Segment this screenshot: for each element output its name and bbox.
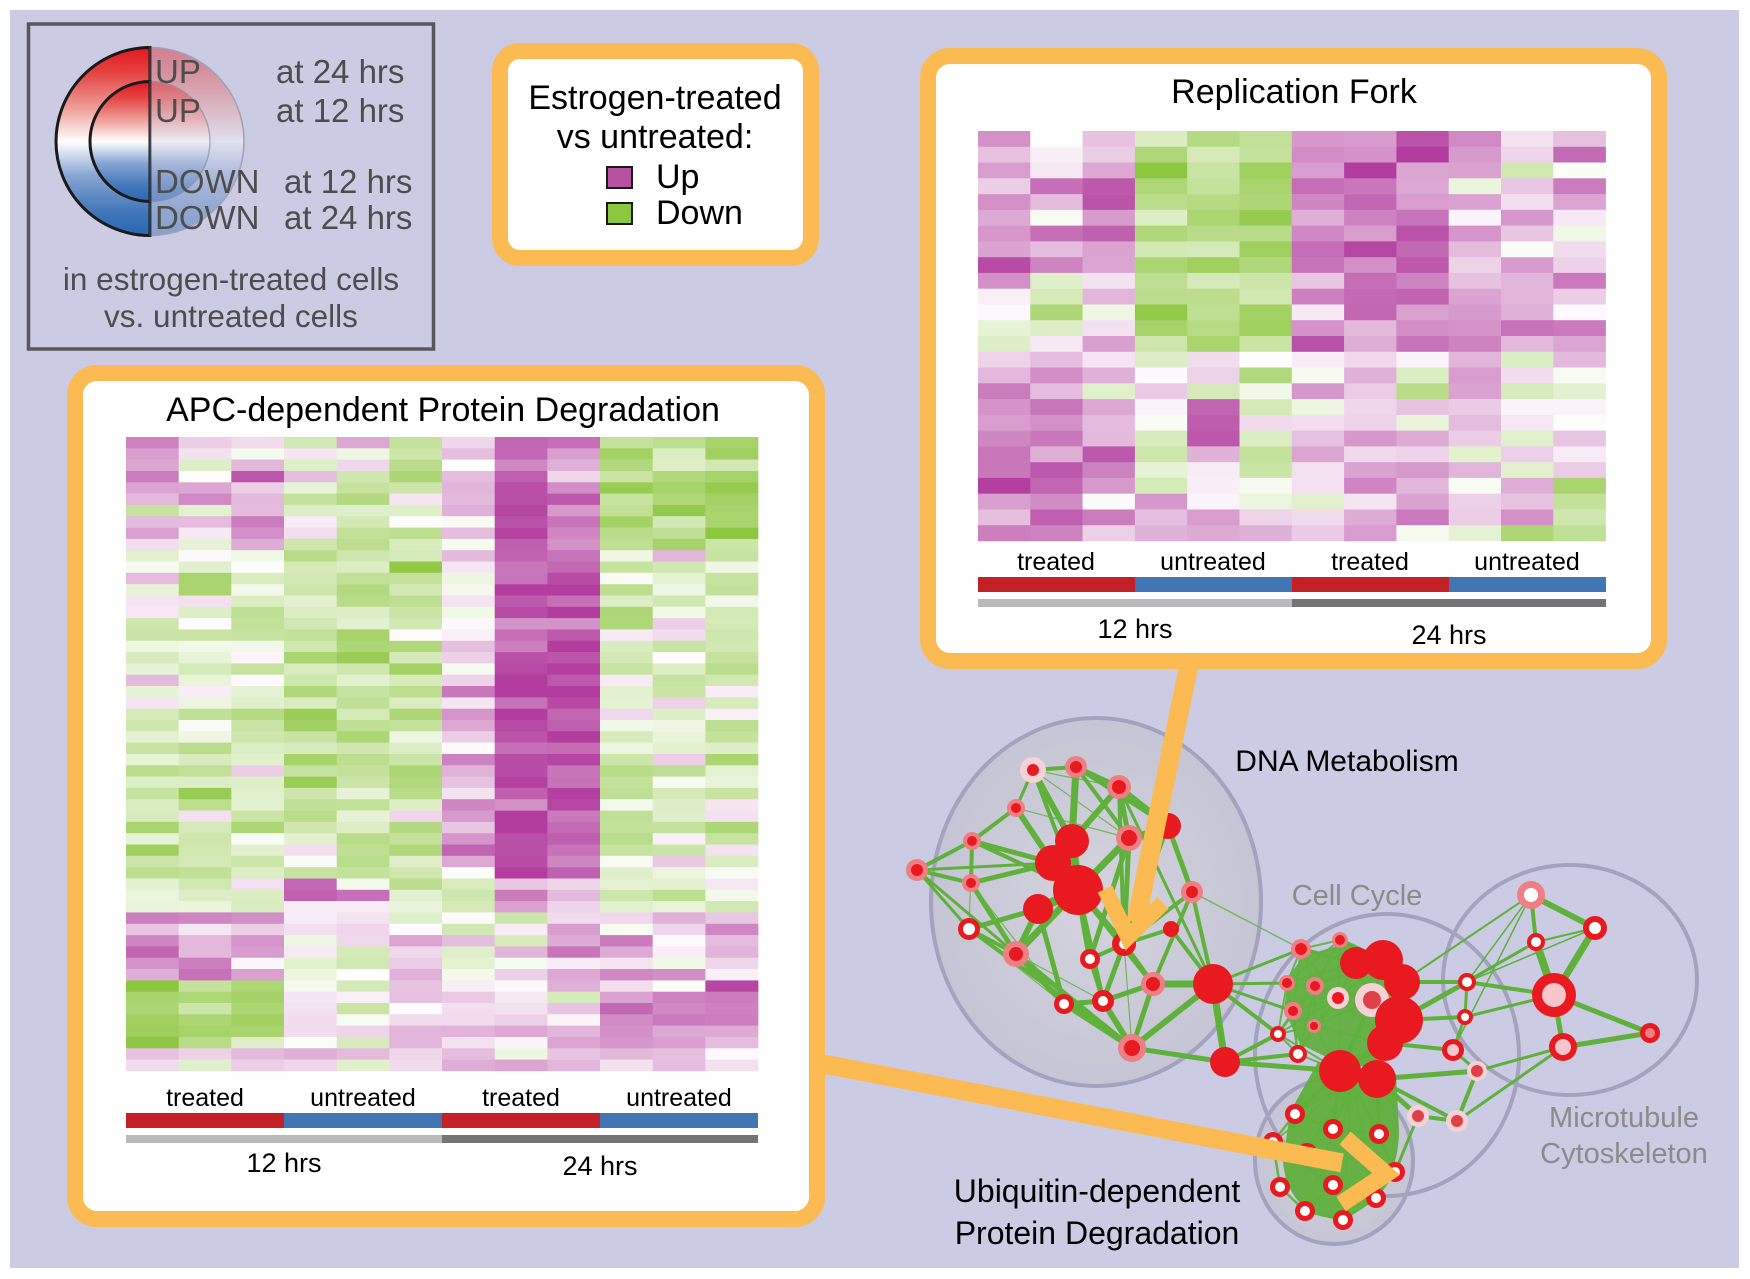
svg-text:UP: UP (155, 53, 201, 90)
svg-text:Ubiquitin-dependent: Ubiquitin-dependent (954, 1173, 1241, 1209)
svg-text:UP: UP (155, 92, 201, 129)
svg-text:Replication Fork: Replication Fork (1171, 73, 1418, 111)
svg-text:treated: treated (166, 1084, 244, 1112)
svg-text:APC-dependent Protein Degradat: APC-dependent Protein Degradation (166, 391, 720, 429)
svg-text:at 24 hrs: at 24 hrs (284, 199, 412, 236)
svg-text:24 hrs: 24 hrs (1411, 620, 1486, 650)
svg-text:Up: Up (656, 158, 699, 196)
svg-text:untreated: untreated (626, 1084, 732, 1112)
svg-text:12 hrs: 12 hrs (1097, 614, 1172, 644)
svg-text:Estrogen-treated: Estrogen-treated (528, 79, 781, 117)
svg-text:Microtubule: Microtubule (1549, 1102, 1699, 1134)
svg-text:Cytoskeleton: Cytoskeleton (1540, 1138, 1708, 1170)
svg-text:untreated: untreated (1160, 548, 1266, 576)
svg-text:treated: treated (1331, 548, 1409, 576)
svg-text:DNA Metabolism: DNA Metabolism (1235, 745, 1458, 778)
svg-text:vs untreated:: vs untreated: (557, 118, 754, 156)
svg-text:at 12 hrs: at 12 hrs (284, 163, 412, 200)
svg-text:at 12 hrs: at 12 hrs (276, 92, 404, 129)
svg-text:untreated: untreated (1474, 548, 1580, 576)
svg-text:Cell Cycle: Cell Cycle (1292, 880, 1423, 912)
svg-text:Down: Down (656, 194, 743, 232)
svg-text:Protein Degradation: Protein Degradation (955, 1215, 1240, 1251)
svg-text:vs. untreated cells: vs. untreated cells (104, 298, 358, 334)
svg-text:12 hrs: 12 hrs (246, 1148, 321, 1178)
svg-text:treated: treated (482, 1084, 560, 1112)
svg-text:DOWN: DOWN (155, 163, 259, 200)
svg-text:at 24 hrs: at 24 hrs (276, 53, 404, 90)
svg-text:24 hrs: 24 hrs (562, 1151, 637, 1181)
svg-text:DOWN: DOWN (155, 199, 259, 236)
svg-text:untreated: untreated (310, 1084, 416, 1112)
svg-text:treated: treated (1017, 548, 1095, 576)
svg-text:in estrogen-treated cells: in estrogen-treated cells (63, 261, 399, 297)
